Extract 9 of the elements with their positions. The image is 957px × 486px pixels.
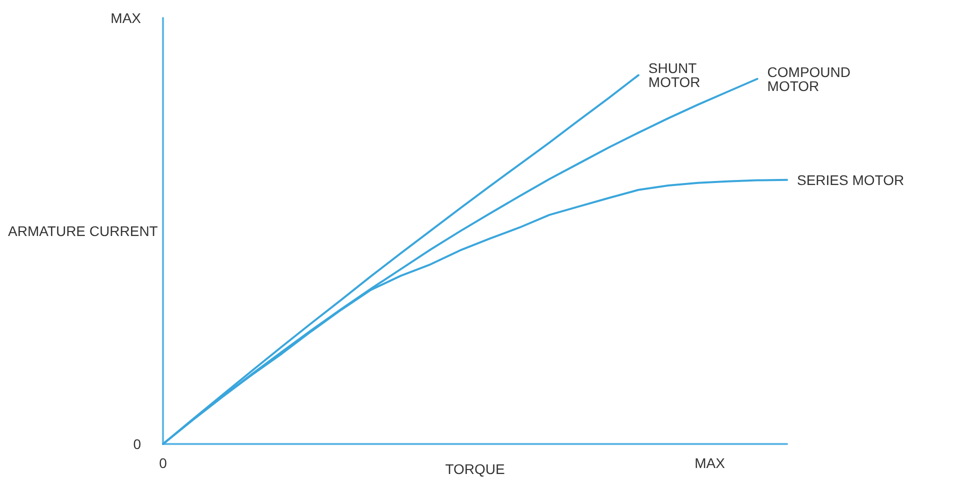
text: MAX xyxy=(110,10,142,26)
x-axis-title: TORQUE xyxy=(445,461,505,477)
text: 0 xyxy=(133,436,142,452)
series-label: SERIES MOTOR xyxy=(797,172,904,188)
text: 0 xyxy=(159,455,168,471)
text: MAX xyxy=(694,455,726,471)
series-label: COMPOUND MOTOR xyxy=(767,64,854,94)
y-axis-title: ARMATURE CURRENT xyxy=(8,223,158,239)
series-label: SHUNT MOTOR xyxy=(648,60,700,90)
